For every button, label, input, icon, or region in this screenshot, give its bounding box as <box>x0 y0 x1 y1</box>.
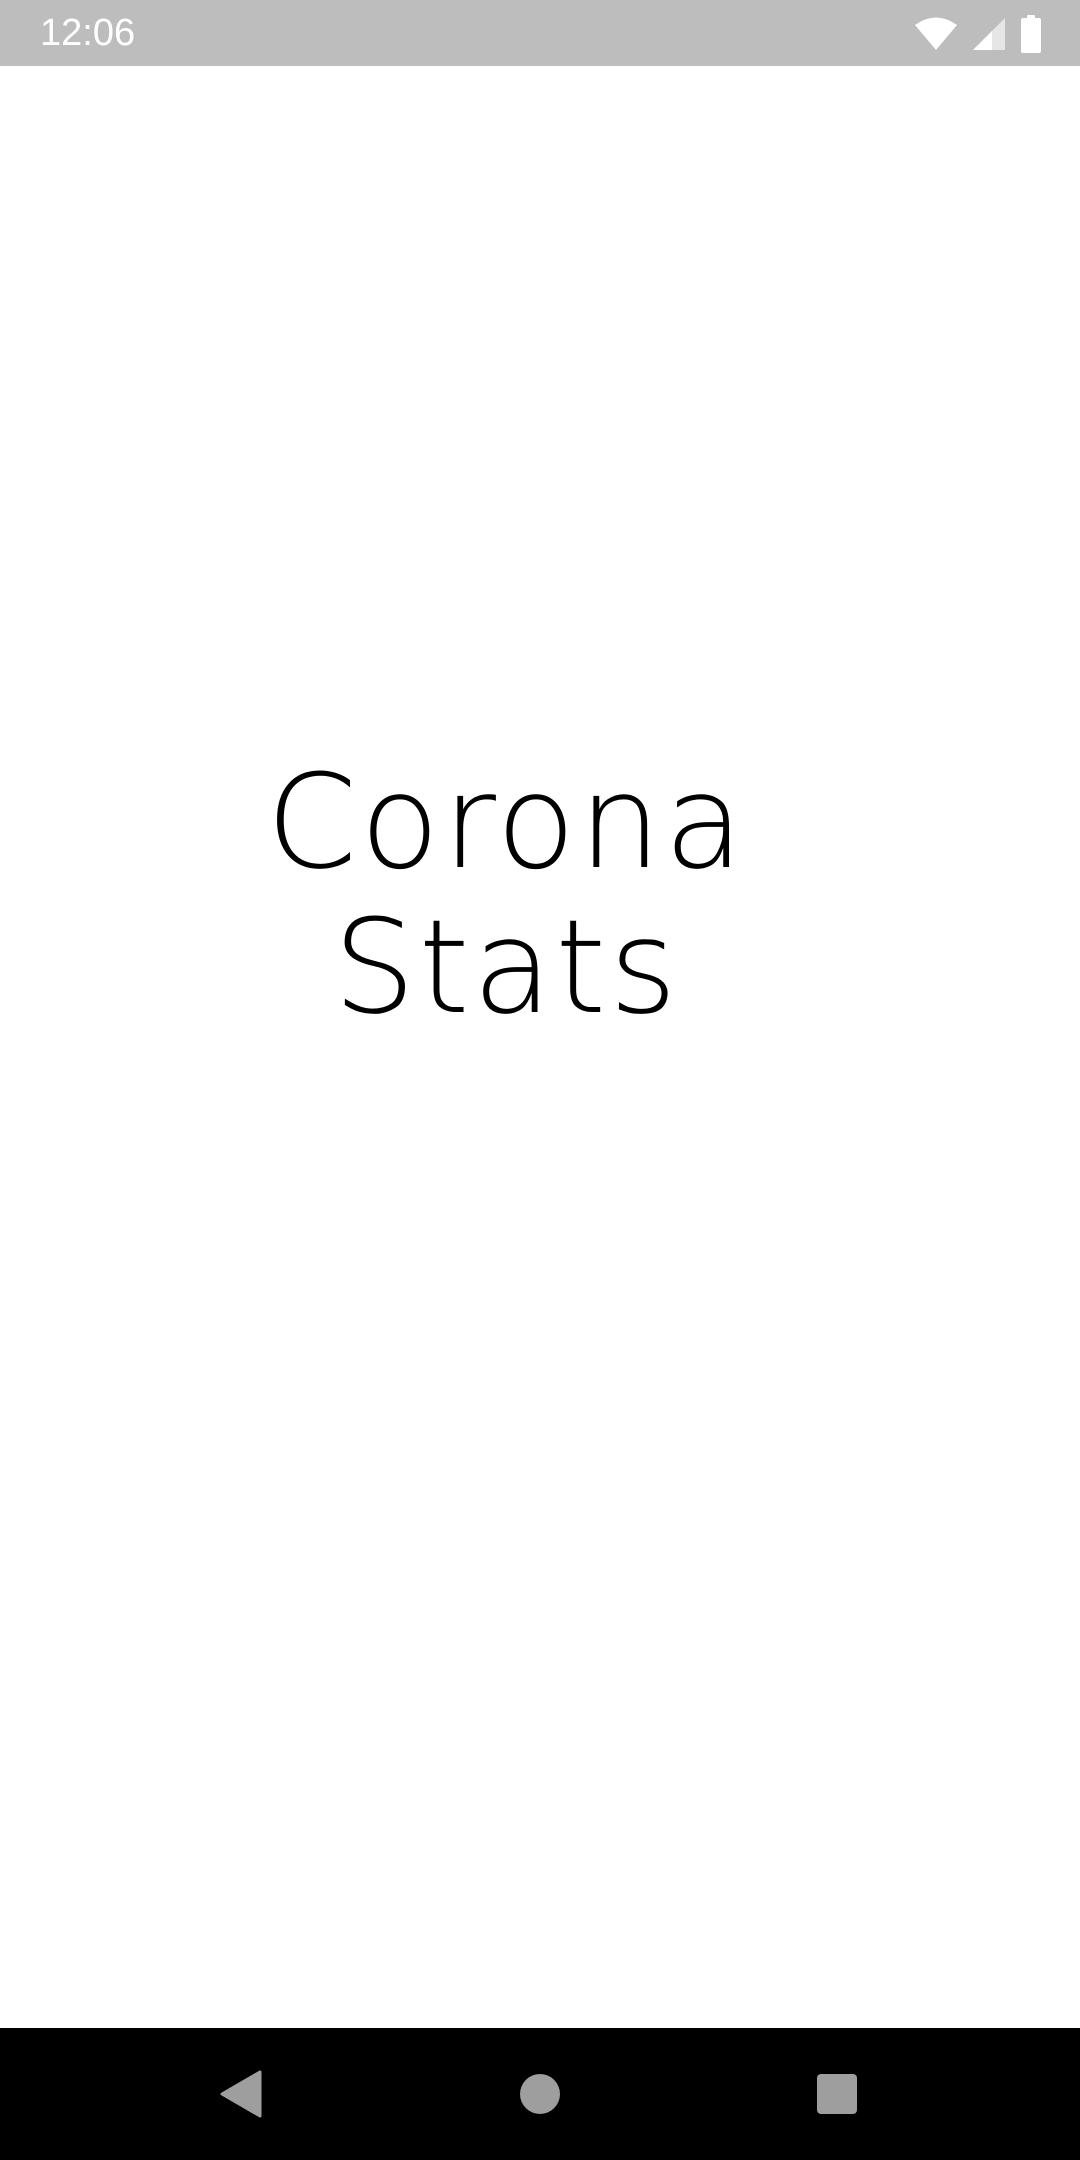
cell-signal-icon <box>972 17 1006 51</box>
app-title: Corona Stats <box>0 750 1013 1040</box>
wifi-icon <box>914 16 958 52</box>
status-time: 12:06 <box>40 12 136 54</box>
status-bar: 12:06 <box>0 0 1080 66</box>
app-title-line2: Stats <box>333 891 680 1043</box>
home-button[interactable] <box>474 2028 606 2160</box>
app-title-line1: Corona <box>266 746 747 898</box>
back-button[interactable] <box>174 2028 306 2160</box>
home-icon <box>520 2074 560 2114</box>
navigation-bar <box>0 2028 1080 2160</box>
battery-icon <box>1020 15 1042 53</box>
recents-button[interactable] <box>771 2028 903 2160</box>
recents-icon <box>817 2074 857 2114</box>
back-icon <box>220 2070 262 2118</box>
status-icons <box>914 14 1042 54</box>
